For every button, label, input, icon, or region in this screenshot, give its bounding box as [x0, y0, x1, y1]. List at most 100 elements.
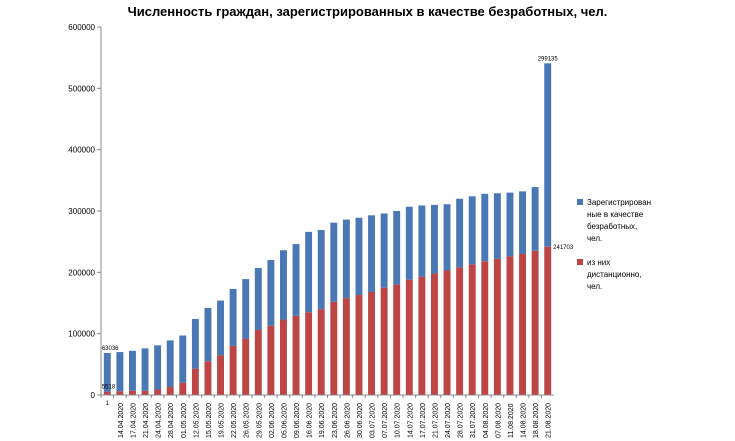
bar-registered	[141, 348, 149, 391]
x-tick-label: 18.08.2020	[533, 403, 540, 438]
data-label: 5518	[102, 385, 116, 391]
bar-remote	[204, 361, 212, 395]
bar-registered	[393, 211, 401, 285]
bar-registered	[279, 250, 287, 320]
bar-remote	[166, 387, 174, 395]
x-tick-label: 17.04.2020	[130, 403, 137, 438]
bar-remote	[179, 382, 187, 395]
bar-registered	[544, 63, 552, 247]
bar-remote	[116, 391, 124, 395]
x-tick-label: 21.04.2020	[143, 403, 150, 438]
bar-registered	[305, 231, 313, 313]
bar-registered	[179, 335, 187, 383]
y-tick-label: 300000	[68, 207, 95, 216]
x-tick-label: 28.04.2020	[168, 403, 175, 438]
bar-registered	[116, 352, 124, 392]
bar-registered	[191, 318, 199, 369]
y-tick-label: 600000	[68, 23, 95, 32]
data-labels-group: 63036 299135 5518 241703	[102, 56, 574, 390]
bar-remote	[368, 291, 376, 395]
x-tick-label: 19.05.2020	[219, 403, 226, 438]
data-label: 63036	[102, 346, 119, 352]
x-tick-label: 02.06.2020	[269, 403, 276, 438]
bar-remote	[493, 258, 501, 395]
bar-registered	[443, 204, 451, 271]
x-tick-label: 24.04.2020	[156, 403, 163, 438]
y-tick-label: 500000	[68, 84, 95, 93]
bar-remote	[191, 368, 199, 395]
data-label: 299135	[538, 56, 559, 62]
x-tick-label: 28.07.2020	[458, 403, 465, 438]
bar-remote	[468, 264, 476, 395]
bar-registered	[418, 205, 426, 277]
bar-remote	[405, 279, 413, 395]
data-label: 241703	[553, 245, 574, 251]
y-tick-label: 400000	[68, 146, 95, 155]
bar-remote	[141, 390, 149, 395]
bar-registered	[481, 193, 489, 262]
x-tick-label: 14.07.2020	[407, 403, 414, 438]
bar-remote	[342, 298, 350, 395]
y-tick-label: 0	[91, 391, 96, 400]
x-tick-label: 21.08.2020	[546, 403, 553, 438]
bar-remote	[279, 319, 287, 395]
bar-registered	[405, 206, 413, 280]
x-tick-label: 10.07.2020	[395, 403, 402, 438]
y-axis: 0 100000 200000 300000 400000 500000 600000	[68, 23, 102, 400]
x-tick-label: 15.05.2020	[206, 403, 213, 438]
x-tick-label: 04.08.2020	[483, 403, 490, 438]
bar-remote	[103, 391, 111, 395]
bar-registered	[267, 260, 275, 326]
bar-registered	[430, 204, 438, 274]
bar-remote	[254, 329, 262, 395]
bar-registered	[531, 187, 539, 251]
legend-label-line: из них	[587, 258, 611, 267]
bar-remote	[519, 253, 527, 395]
legend-swatch-remote	[577, 259, 583, 265]
bar-registered	[128, 350, 136, 391]
bar-remote	[242, 338, 250, 395]
bar-remote	[380, 287, 388, 395]
x-tick-label: 29.05.2020	[256, 403, 263, 438]
x-tick-label: 11.08.2020	[508, 403, 515, 438]
bar-remote	[317, 309, 325, 395]
x-tick-label: 30.06.2020	[357, 403, 364, 438]
bar-registered	[229, 288, 237, 346]
x-tick-label: 07.08.2020	[495, 403, 502, 438]
bar-remote	[128, 390, 136, 395]
bar-registered	[380, 213, 388, 288]
bar-remote	[443, 270, 451, 395]
bar-remote	[481, 261, 489, 395]
bar-remote	[456, 267, 464, 395]
bar-registered	[166, 340, 174, 388]
bar-registered	[355, 217, 363, 296]
bar-registered	[456, 198, 464, 268]
bar-remote	[267, 325, 275, 395]
legend-label-line: ные в качестве	[587, 210, 644, 219]
bar-remote	[430, 273, 438, 395]
legend-label-line: дистанционно,	[587, 270, 642, 279]
bar-remote	[506, 256, 514, 395]
x-tick-label: 17.07.2020	[420, 403, 427, 438]
bar-remote	[292, 315, 300, 395]
legend-swatch-registered	[577, 199, 583, 205]
bar-registered	[154, 345, 162, 390]
legend-label-line: безработных,	[587, 222, 638, 231]
x-tick-label: 01.05.2020	[181, 403, 188, 438]
y-tick-label: 100000	[68, 330, 95, 339]
bar-registered	[368, 215, 376, 292]
x-tick-label: 14.08.2020	[521, 403, 528, 438]
bars-group	[103, 63, 552, 395]
bar-registered	[217, 300, 225, 356]
bar-registered	[493, 193, 501, 259]
bar-registered	[204, 307, 212, 362]
x-tick-label: 24.07.2020	[445, 403, 452, 438]
bar-registered	[468, 196, 476, 265]
chart-title: Численность граждан, зарегистрированных …	[127, 4, 608, 19]
bar-registered	[330, 222, 338, 302]
bar-remote	[305, 312, 313, 395]
legend-label-line: чел.	[587, 282, 603, 291]
x-tick-label: 1	[106, 401, 110, 407]
bar-remote	[229, 345, 237, 395]
